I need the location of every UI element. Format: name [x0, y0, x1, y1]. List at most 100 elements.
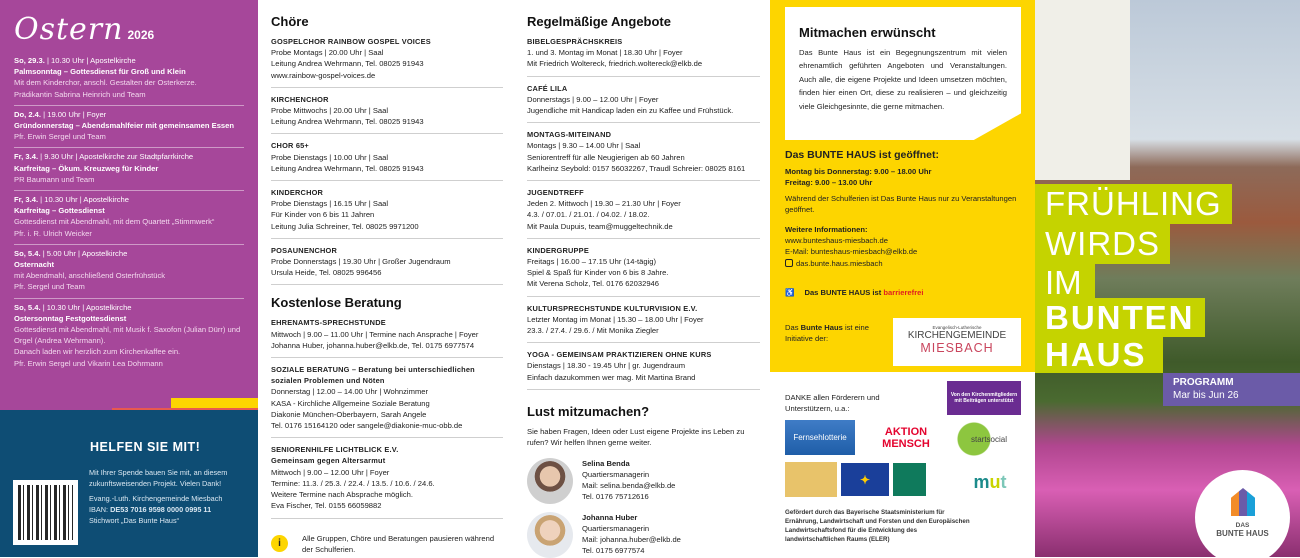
sponsor-logo-kirchensteuer: Von den Kirchenmitgliedern mit Beiträgen… — [947, 381, 1021, 415]
item-detail: Probe Dienstags | 16.15 Uhr | Saal — [271, 199, 389, 209]
event-time: 5.00 Uhr — [46, 248, 76, 258]
event-date: Fr, 3.4. — [14, 152, 39, 162]
info-icon: i — [271, 535, 288, 552]
contact-card: Selina Benda Quartiersmanagerin Mail: seli… — [527, 458, 760, 505]
kirchengemeinde-logo: Evangelisch-Lutherische KIRCHENGEMEINDE MI… — [893, 318, 1021, 366]
event-title: Ostersonntag Festgottesdienst — [14, 313, 127, 323]
choirs-advice-column: Chöre GOSPELCHOR RAINBOW GOSPEL VOICES Pr… — [258, 0, 515, 557]
contact-mail: Mail: johanna.huber@elkb.de — [582, 535, 681, 545]
item-detail: Mit Friedrich Woltereck, friedrich.wolte… — [527, 59, 703, 69]
eu-flag: ✦ — [841, 463, 889, 496]
item-detail: 1. und 3. Montag im Monat | 18.30 Uhr | … — [527, 48, 683, 58]
about-text: Das Bunte Haus ist ein Begegnungszentrum… — [799, 48, 1007, 111]
item-detail: 23.3. / 27.4. / 29.6. / Mit Monika Ziegl… — [527, 326, 659, 336]
event-item: So, 29.3. | 10.30 Uhr | Apostelkirche Pal… — [14, 52, 244, 106]
contact-info: Selina Benda Quartiersmanagerin Mail: seli… — [582, 458, 675, 504]
about-card: Mitmachen erwünscht Das Bunte Haus ist e… — [785, 7, 1021, 140]
item-detail: Leitung Andrea Wehrmann, Tel. 08025 9194… — [271, 163, 424, 173]
event-meta: So, 29.3. | 10.30 Uhr | Apostelkirche — [14, 56, 136, 65]
bunte-haus-logo: DAS BUNTE HAUS — [1195, 470, 1290, 557]
event-time: 9.30 Uhr — [44, 152, 74, 162]
easter-column: Ostern 2026 So, 29.3. | 10.30 Uhr | Apost… — [0, 0, 258, 557]
event-item: Fr, 3.4. | 9.30 Uhr | Apostelkirche zur … — [14, 148, 244, 192]
item-detail: Probe Donnerstags | 19.30 Uhr | Großer J… — [271, 257, 451, 267]
item-title: KINDERCHOR — [271, 188, 324, 198]
event-time: 10.30 Uhr — [44, 195, 78, 205]
event-meta: Fr, 3.4. | 9.30 Uhr | Apostelkirche zur … — [14, 152, 194, 162]
donation-title: HELFEN SIE MIT! — [90, 440, 201, 454]
event-detail: Pfr. Erwin Sergel und Vikarin Lea Dohrma… — [14, 358, 163, 368]
website-link[interactable]: www.bunteshaus-miesbach.de — [785, 236, 888, 246]
event-title: Karfreitag – Gottesdienst — [14, 206, 105, 216]
email-link[interactable]: E-Mail: bunteshaus-miesbach@elkb.de — [785, 247, 918, 257]
advice-list: EHRENAMTS-SPRECHSTUNDE Mittwoch | 9.00 – … — [271, 317, 503, 519]
list-item: SENIORENHILFE LICHTBLICK E.V. Gemeinsam g… — [271, 444, 503, 519]
item-detail: www.rainbow-gospel-voices.de — [271, 70, 376, 80]
item-title: GOSPELCHOR RAINBOW GOSPEL VOICES — [271, 37, 431, 46]
event-detail: Prädikantin Sabrina Heinrich und Team — [14, 89, 146, 99]
about-title: Mitmachen erwünscht — [799, 25, 936, 40]
item-detail: Dienstags | 18.30 - 19.45 Uhr | gr. Juge… — [527, 361, 686, 371]
event-place: Apostelkirche — [83, 195, 129, 205]
thanks-text: DANKE allen Förderern und Unterstützern,… — [785, 393, 880, 413]
item-detail: KASA - Kirchliche Allgemeine Soziale Ber… — [271, 398, 430, 408]
cover-line-1: FRÜHLING — [1035, 184, 1232, 224]
item-detail: Donnerstag | 12.00 – 14.00 Uhr | Wohnzim… — [271, 387, 429, 397]
event-date: So, 5.4. — [14, 302, 41, 312]
regular-title: Regelmäßige Angebote — [527, 14, 671, 29]
event-detail: Gottesdienst mit Abendmahl, mit dem Quar… — [14, 217, 215, 227]
item-title: JUGENDTREFF — [527, 188, 584, 198]
opening-hours: Das BUNTE HAUS ist geöffnet: Montag bis … — [785, 149, 1025, 269]
item-title: BIBELGESPRÄCHSKREIS — [527, 37, 623, 46]
easter-events: So, 29.3. | 10.30 Uhr | Apostelkirche Pal… — [0, 52, 258, 374]
choirs-list: GOSPELCHOR RAINBOW GOSPEL VOICES Probe Mo… — [271, 36, 503, 286]
event-title: Gründonnerstag – Abendsmahlfeier mit gem… — [14, 121, 234, 131]
event-place: Foyer — [86, 109, 107, 119]
list-item: KINDERGRUPPE Freitags | 16.00 – 17.15 Uhr… — [527, 245, 760, 297]
avatar — [527, 512, 573, 558]
list-item: BIBELGESPRÄCHSKREIS 1. und 3. Montag im M… — [527, 36, 760, 77]
item-title: SOZIALE BERATUNG – Beratung bei untersch… — [271, 365, 475, 386]
item-detail: Eva Fischer, Tel. 0155 66059882 — [271, 501, 382, 511]
event-time: 10.30 Uhr — [51, 56, 85, 65]
item-detail: Seniorentreff für alle Neugierigen ab 60… — [527, 152, 685, 162]
item-detail: Termine: 11.3. / 25.3. / 22.4. / 13.5. /… — [271, 478, 435, 488]
cover-line-3: IM — [1035, 264, 1095, 302]
event-detail: Pfr. Erwin Sergel und Team — [14, 132, 106, 142]
cover-line-2: WIRDS — [1035, 224, 1170, 264]
item-title: KULTURSPRECHSTUNDE KULTURVISION E.V. — [527, 303, 698, 313]
contact-mail: Mail: selina.benda@elkb.de — [582, 481, 676, 491]
item-detail: Mit Verena Scholz, Tel. 0176 62032946 — [527, 279, 659, 289]
event-place: Apostelkirche — [81, 248, 128, 258]
list-item: POSAUNENCHOR Probe Donnerstags | 19.30 Uh… — [271, 245, 503, 286]
event-detail: Gottesdienst mit Abendmahl, mit Musik f.… — [14, 325, 241, 346]
item-title: SENIORENHILFE LICHTBLICK E.V. — [271, 445, 399, 455]
sponsor-logo-aktion-mensch: AKTION MENSCH — [882, 425, 930, 450]
qr-code[interactable] — [13, 480, 78, 545]
event-place: Apostelkirche — [85, 302, 132, 312]
event-detail: Mit dem Kinderchor, anschl. Gestalten de… — [14, 78, 197, 88]
donation-keyword: Stichwort „Das Bunte Haus“ — [89, 516, 180, 526]
event-time: 10.30 Uhr — [46, 302, 81, 312]
regular-list: BIBELGESPRÄCHSKREIS 1. und 3. Montag im M… — [527, 36, 760, 390]
accessibility-note: ♿ Das BUNTE HAUS ist barrierefrei — [785, 288, 924, 297]
funding-note: Gefördert durch das Bayerische Staatsmin… — [785, 509, 970, 543]
list-item: CHOR 65+ Probe Dienstags | 10.00 Uhr | Sa… — [271, 140, 503, 182]
church-building — [1035, 0, 1130, 180]
item-detail: Johanna Huber, johanna.huber@elkb.de, Te… — [271, 340, 475, 350]
event-item: Do, 2.4. | 19.00 Uhr | Foyer Gründonnerst… — [14, 106, 244, 149]
item-subtitle: Gemeinsam gegen Altersarmut — [271, 456, 386, 466]
join-lead: Sie haben Fragen, Ideen oder Lust eigene… — [527, 426, 745, 448]
event-meta: So, 5.4. | 10.30 Uhr | Apostelkirche — [14, 302, 132, 312]
instagram-link[interactable]: das.bunte.haus.miesbach — [785, 258, 1025, 269]
item-detail: Mittwoch | 9.00 – 11.00 Uhr | Termine na… — [271, 329, 479, 339]
contact-name: Selina Benda — [582, 459, 630, 469]
event-detail: Pfr. i. R. Ulrich Weicker — [14, 228, 92, 238]
contacts: Selina Benda Quartiersmanagerin Mail: seli… — [527, 458, 760, 558]
item-detail: Probe Dienstags | 10.00 Uhr | Saal — [271, 152, 389, 162]
event-item: So, 5.4. | 10.30 Uhr | Apostelkirche Oste… — [14, 299, 244, 374]
item-title: POSAUNENCHOR — [271, 245, 338, 255]
item-detail: Jugendliche mit Handicap laden ein zu Ka… — [527, 106, 734, 116]
holiday-note: i Alle Gruppen, Chöre und Beratungen paus… — [271, 533, 503, 555]
event-detail: PR Baumann und Team — [14, 174, 95, 184]
